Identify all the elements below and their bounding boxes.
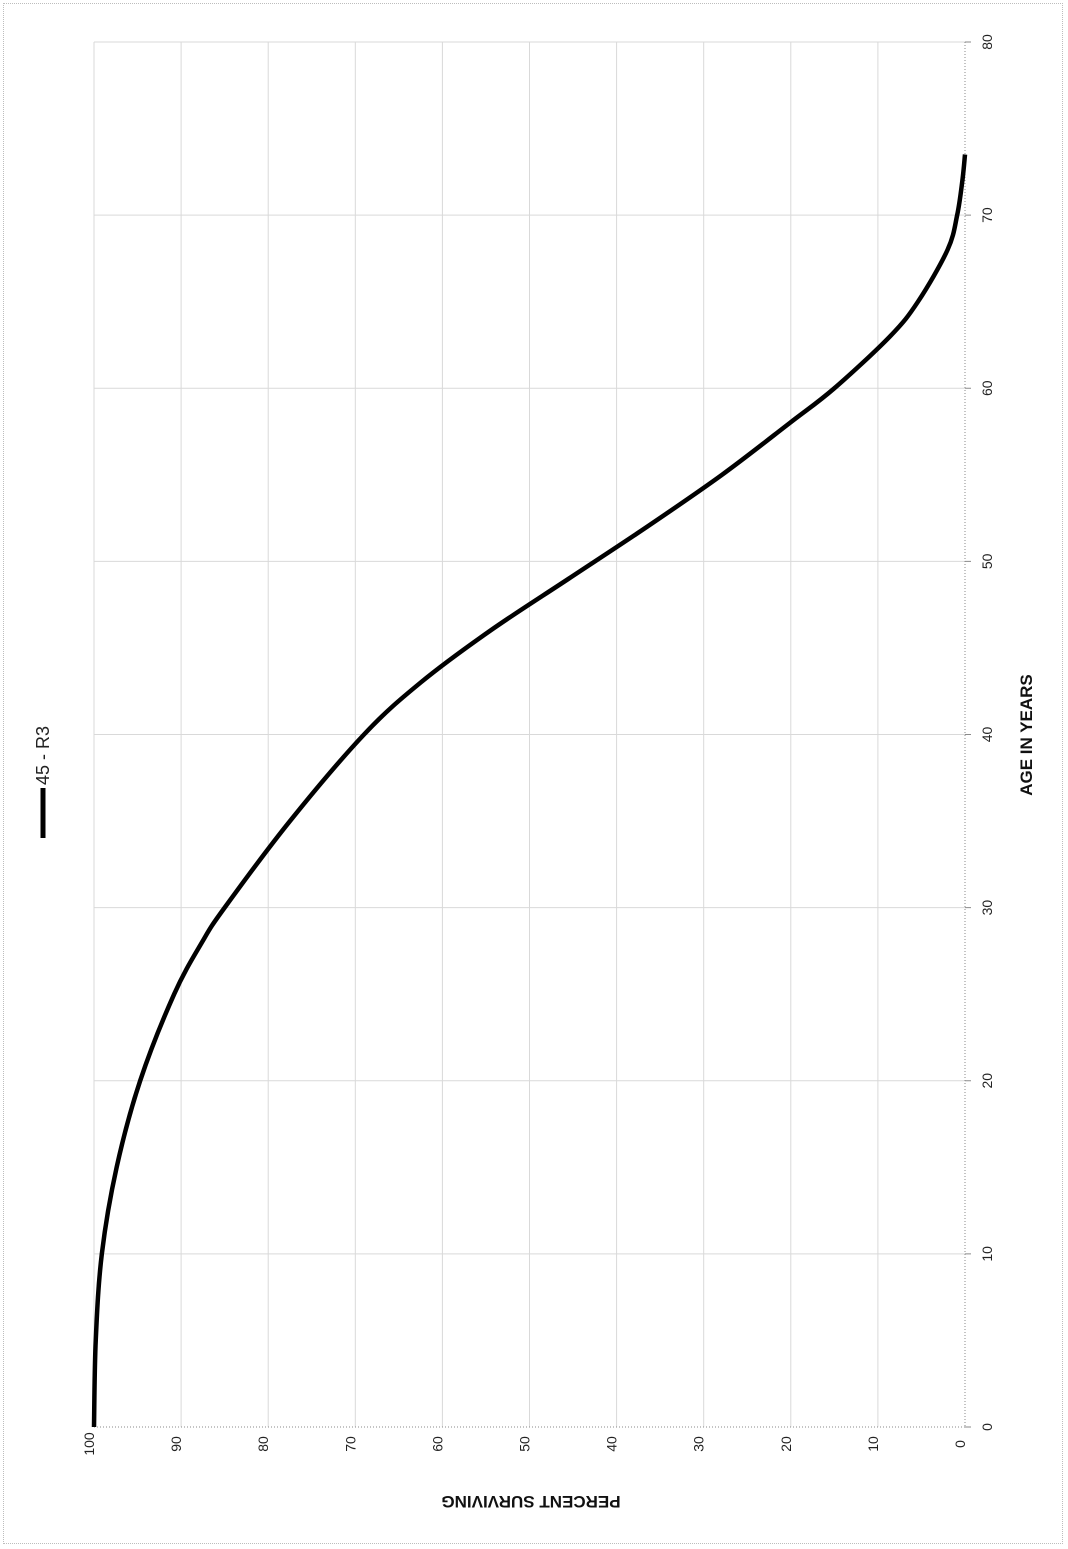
series-line — [91, 154, 968, 1428]
y-tick-label: 60 — [429, 1436, 445, 1452]
x-tick-label: 0 — [979, 1423, 995, 1431]
y-tick-label: 0 — [952, 1440, 968, 1448]
x-tick-labels: 0 10 20 30 40 50 60 70 80 — [979, 34, 995, 1431]
x-tick-label: 50 — [979, 553, 995, 569]
y-tick-label: 40 — [604, 1436, 620, 1452]
y-tick-label: 30 — [691, 1436, 707, 1452]
x-axis-title: AGE IN YEARS — [1017, 674, 1036, 796]
y-tick-label: 50 — [517, 1436, 533, 1452]
grid-lines — [93, 41, 965, 1427]
y-tick-label: 100 — [81, 1432, 97, 1456]
chart-frame — [3, 3, 1063, 1544]
y-tick-label: 90 — [168, 1436, 184, 1452]
x-tick-label: 10 — [979, 1246, 995, 1262]
y-axis-title: PERCENT SURVIVING — [441, 1492, 620, 1511]
y-tick-label: 70 — [342, 1436, 358, 1452]
x-tick-label: 30 — [979, 900, 995, 916]
y-tick-label: 80 — [255, 1436, 271, 1452]
y-tick-label: 10 — [865, 1436, 881, 1452]
x-tick-label: 20 — [979, 1073, 995, 1089]
x-tick-label: 80 — [979, 34, 995, 50]
x-tick-label: 40 — [979, 727, 995, 743]
plot-area — [91, 154, 968, 1428]
axes — [94, 41, 971, 1428]
y-tick-label: 20 — [778, 1436, 794, 1452]
x-tick-label: 70 — [979, 207, 995, 223]
legend: 45 - R3 — [33, 726, 53, 838]
legend-label: 45 - R3 — [33, 726, 53, 785]
y-tick-labels: 0 10 20 30 40 50 60 70 80 90 100 — [81, 1432, 968, 1456]
x-tick-label: 60 — [979, 380, 995, 396]
